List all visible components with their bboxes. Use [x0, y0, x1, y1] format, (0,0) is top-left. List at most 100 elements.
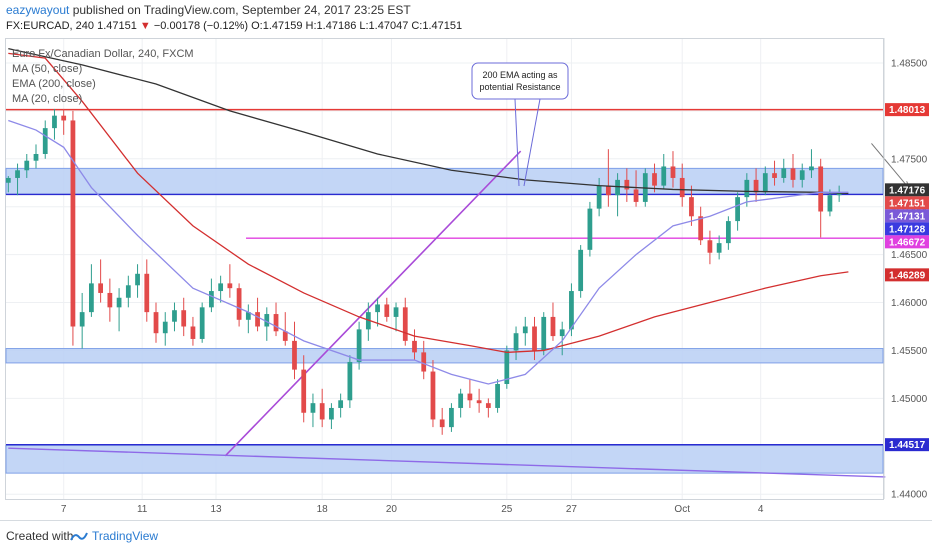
annotation-box [471, 62, 569, 100]
candle-body-48 [449, 407, 454, 428]
candle-body-24 [227, 283, 233, 289]
candle-body-80 [744, 179, 750, 198]
candle-body-29 [273, 314, 279, 332]
publish-info: eazywayout published on TradingView.com,… [6, 3, 411, 17]
ma-line-1 [8, 52, 849, 354]
candle-body-50 [467, 393, 473, 401]
candle-body-89 [827, 195, 833, 212]
author-link[interactable]: eazywayout [6, 3, 70, 17]
y-tick-2: 1.47500 [891, 154, 928, 165]
candle-body-45 [421, 352, 427, 372]
candle-body-90 [836, 192, 842, 196]
price-label-bg-7 [885, 438, 929, 452]
candle-body-27 [255, 312, 260, 327]
price-label-1: 1.47176 [889, 185, 926, 196]
candle-body-38 [356, 329, 362, 362]
legend-ma20[interactable]: MA (20, close) [12, 93, 83, 105]
candle-body-26 [245, 312, 251, 320]
y-tick-6: 1.45500 [891, 346, 928, 357]
footer: Created with TradingView [0, 520, 932, 551]
candle-body-59 [550, 316, 556, 337]
candle-body-73 [679, 177, 685, 198]
candle-body-42 [393, 307, 399, 317]
change: −0.00178 (−0.12%) [153, 20, 249, 32]
x-tick-3: 18 [317, 504, 329, 515]
price-label-3: 1.47131 [889, 211, 926, 222]
price-label-6: 1.46289 [889, 270, 926, 281]
candle-body-14 [135, 273, 140, 286]
candle-body-43 [402, 307, 408, 341]
candle-body-25 [236, 288, 242, 320]
candle-body-67 [624, 179, 630, 190]
x-tick-1: 11 [137, 504, 148, 515]
price-label-bg-2 [885, 196, 929, 210]
candle-body-75 [698, 216, 704, 241]
candle-body-70 [652, 173, 657, 186]
publish-text: published on TradingView.com, September … [69, 3, 411, 17]
candle-body-1 [15, 170, 20, 178]
candle-body-87 [809, 166, 814, 171]
legend-ema200[interactable]: EMA (200, close) [12, 78, 96, 90]
y-tick-9: 1.44000 [891, 490, 928, 501]
price-label-5: 1.46672 [889, 237, 926, 248]
last-price: 1.47151 [97, 20, 137, 32]
trendline-0 [224, 150, 522, 457]
candle-body-78 [725, 221, 731, 244]
y-tick-7: 1.45000 [891, 394, 928, 405]
candle-body-74 [689, 197, 694, 217]
candle-body-11 [107, 292, 113, 308]
candle-body-8 [79, 312, 85, 327]
candle-body-10 [98, 283, 104, 293]
x-tick-8: 4 [758, 504, 764, 515]
candle-body-35 [329, 407, 334, 420]
candle-body-58 [541, 316, 547, 351]
x-tick-7: Oct [674, 504, 690, 515]
candle-body-12 [116, 297, 122, 308]
candle-body-84 [781, 168, 787, 178]
candle-body-47 [439, 419, 445, 428]
x-tick-2: 13 [210, 504, 222, 515]
tradingview-logo-icon[interactable] [70, 530, 88, 542]
candle-body-28 [264, 314, 270, 327]
candle-body-33 [310, 403, 316, 413]
candle-body-17 [162, 321, 168, 334]
trendline-1 [8, 447, 886, 478]
callout-pointer-a [514, 98, 520, 187]
x-tick-6: 27 [566, 504, 578, 515]
candle-body-82 [762, 173, 768, 193]
candle-body-54 [504, 350, 510, 384]
candle-body-85 [790, 168, 796, 180]
candle-body-3 [33, 154, 39, 161]
candle-body-30 [282, 331, 288, 341]
candle-body-6 [61, 115, 67, 121]
support-zone-2 [5, 444, 884, 474]
candle-body-55 [513, 333, 519, 351]
legend-ma50[interactable]: MA (50, close) [12, 63, 83, 75]
annotation-line-1: 200 EMA acting as [482, 70, 558, 80]
candle-body-76 [707, 240, 713, 253]
candle-body-40 [375, 304, 380, 313]
candle-body-36 [338, 400, 344, 408]
candle-body-79 [735, 197, 740, 222]
candle-body-7 [70, 120, 76, 327]
ma-line-0 [8, 47, 849, 194]
legend-instrument: Euro Fx/Canadian Dollar, 240, FXCM [12, 48, 194, 60]
chart-legend: Euro Fx/Canadian Dollar, 240, FXCM MA (5… [12, 47, 194, 107]
candle-body-37 [347, 361, 353, 401]
candle-body-0 [5, 177, 11, 183]
projection-arrow-3 [871, 143, 908, 187]
candle-body-65 [605, 185, 611, 196]
candle-body-16 [153, 312, 159, 334]
candle-body-32 [301, 369, 307, 413]
x-tick-4: 20 [386, 504, 398, 515]
tradingview-link[interactable]: TradingView [92, 529, 159, 543]
candle-body-63 [587, 208, 593, 250]
candle-body-46 [430, 371, 436, 420]
candle-body-86 [799, 170, 805, 180]
price-label-0: 1.48013 [889, 105, 926, 116]
candle-body-51 [476, 400, 482, 404]
y-tick-5: 1.46000 [891, 298, 928, 309]
price-label-bg-3 [885, 209, 929, 223]
candle-body-5 [52, 115, 57, 129]
